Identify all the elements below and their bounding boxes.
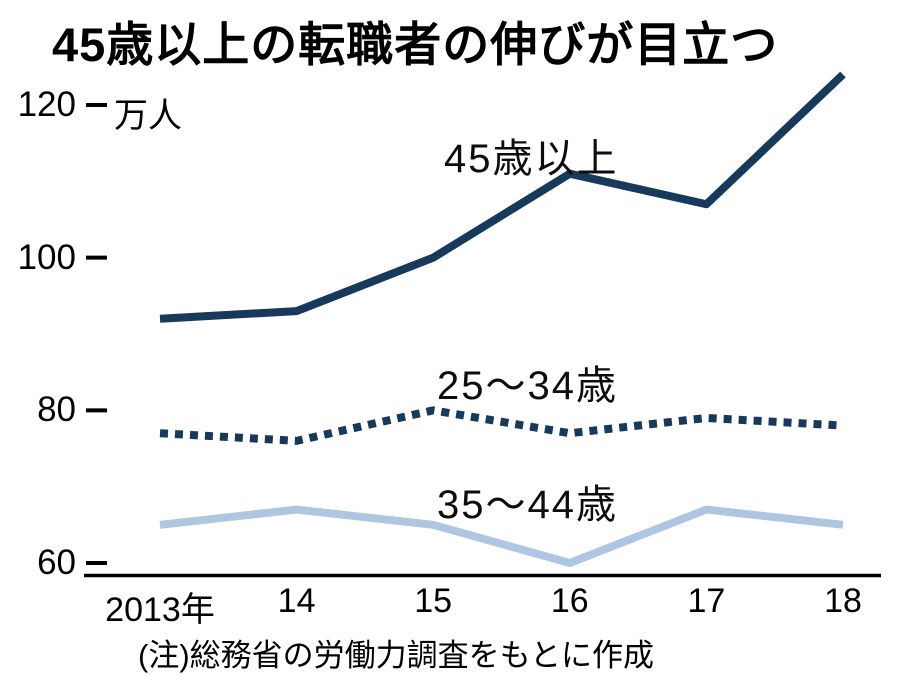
chart-title: 45歳以上の転職者の伸びが目立つ bbox=[52, 18, 779, 71]
x-axis-tick-label: 17 bbox=[687, 582, 726, 620]
y-axis-tick-label: 80 bbox=[37, 390, 76, 430]
x-axis-tick-label: 16 bbox=[550, 582, 589, 620]
x-axis-tick-label: 2013年 bbox=[105, 591, 215, 629]
series-label-45-and-over: 45歳以上 bbox=[444, 137, 619, 181]
series-line-1 bbox=[159, 406, 844, 445]
x-axis-tick-label: 18 bbox=[824, 582, 862, 620]
y-axis-tick-label: 100 bbox=[17, 237, 76, 277]
x-axis-tick-label: 15 bbox=[414, 582, 453, 620]
series-label-25-34: 25〜34歳 bbox=[437, 364, 618, 408]
series-line-0 bbox=[159, 71, 846, 323]
y-axis-tick-label: 120 bbox=[17, 85, 76, 124]
series-label-35-44: 35〜44歳 bbox=[437, 483, 618, 527]
y-axis-tick-label: 60 bbox=[37, 543, 76, 582]
source-note: (注)総務省の労働力調査をもとに作成 bbox=[138, 638, 655, 673]
y-axis-unit-label: 万人 bbox=[114, 97, 182, 135]
x-axis-tick-label: 14 bbox=[277, 582, 316, 620]
